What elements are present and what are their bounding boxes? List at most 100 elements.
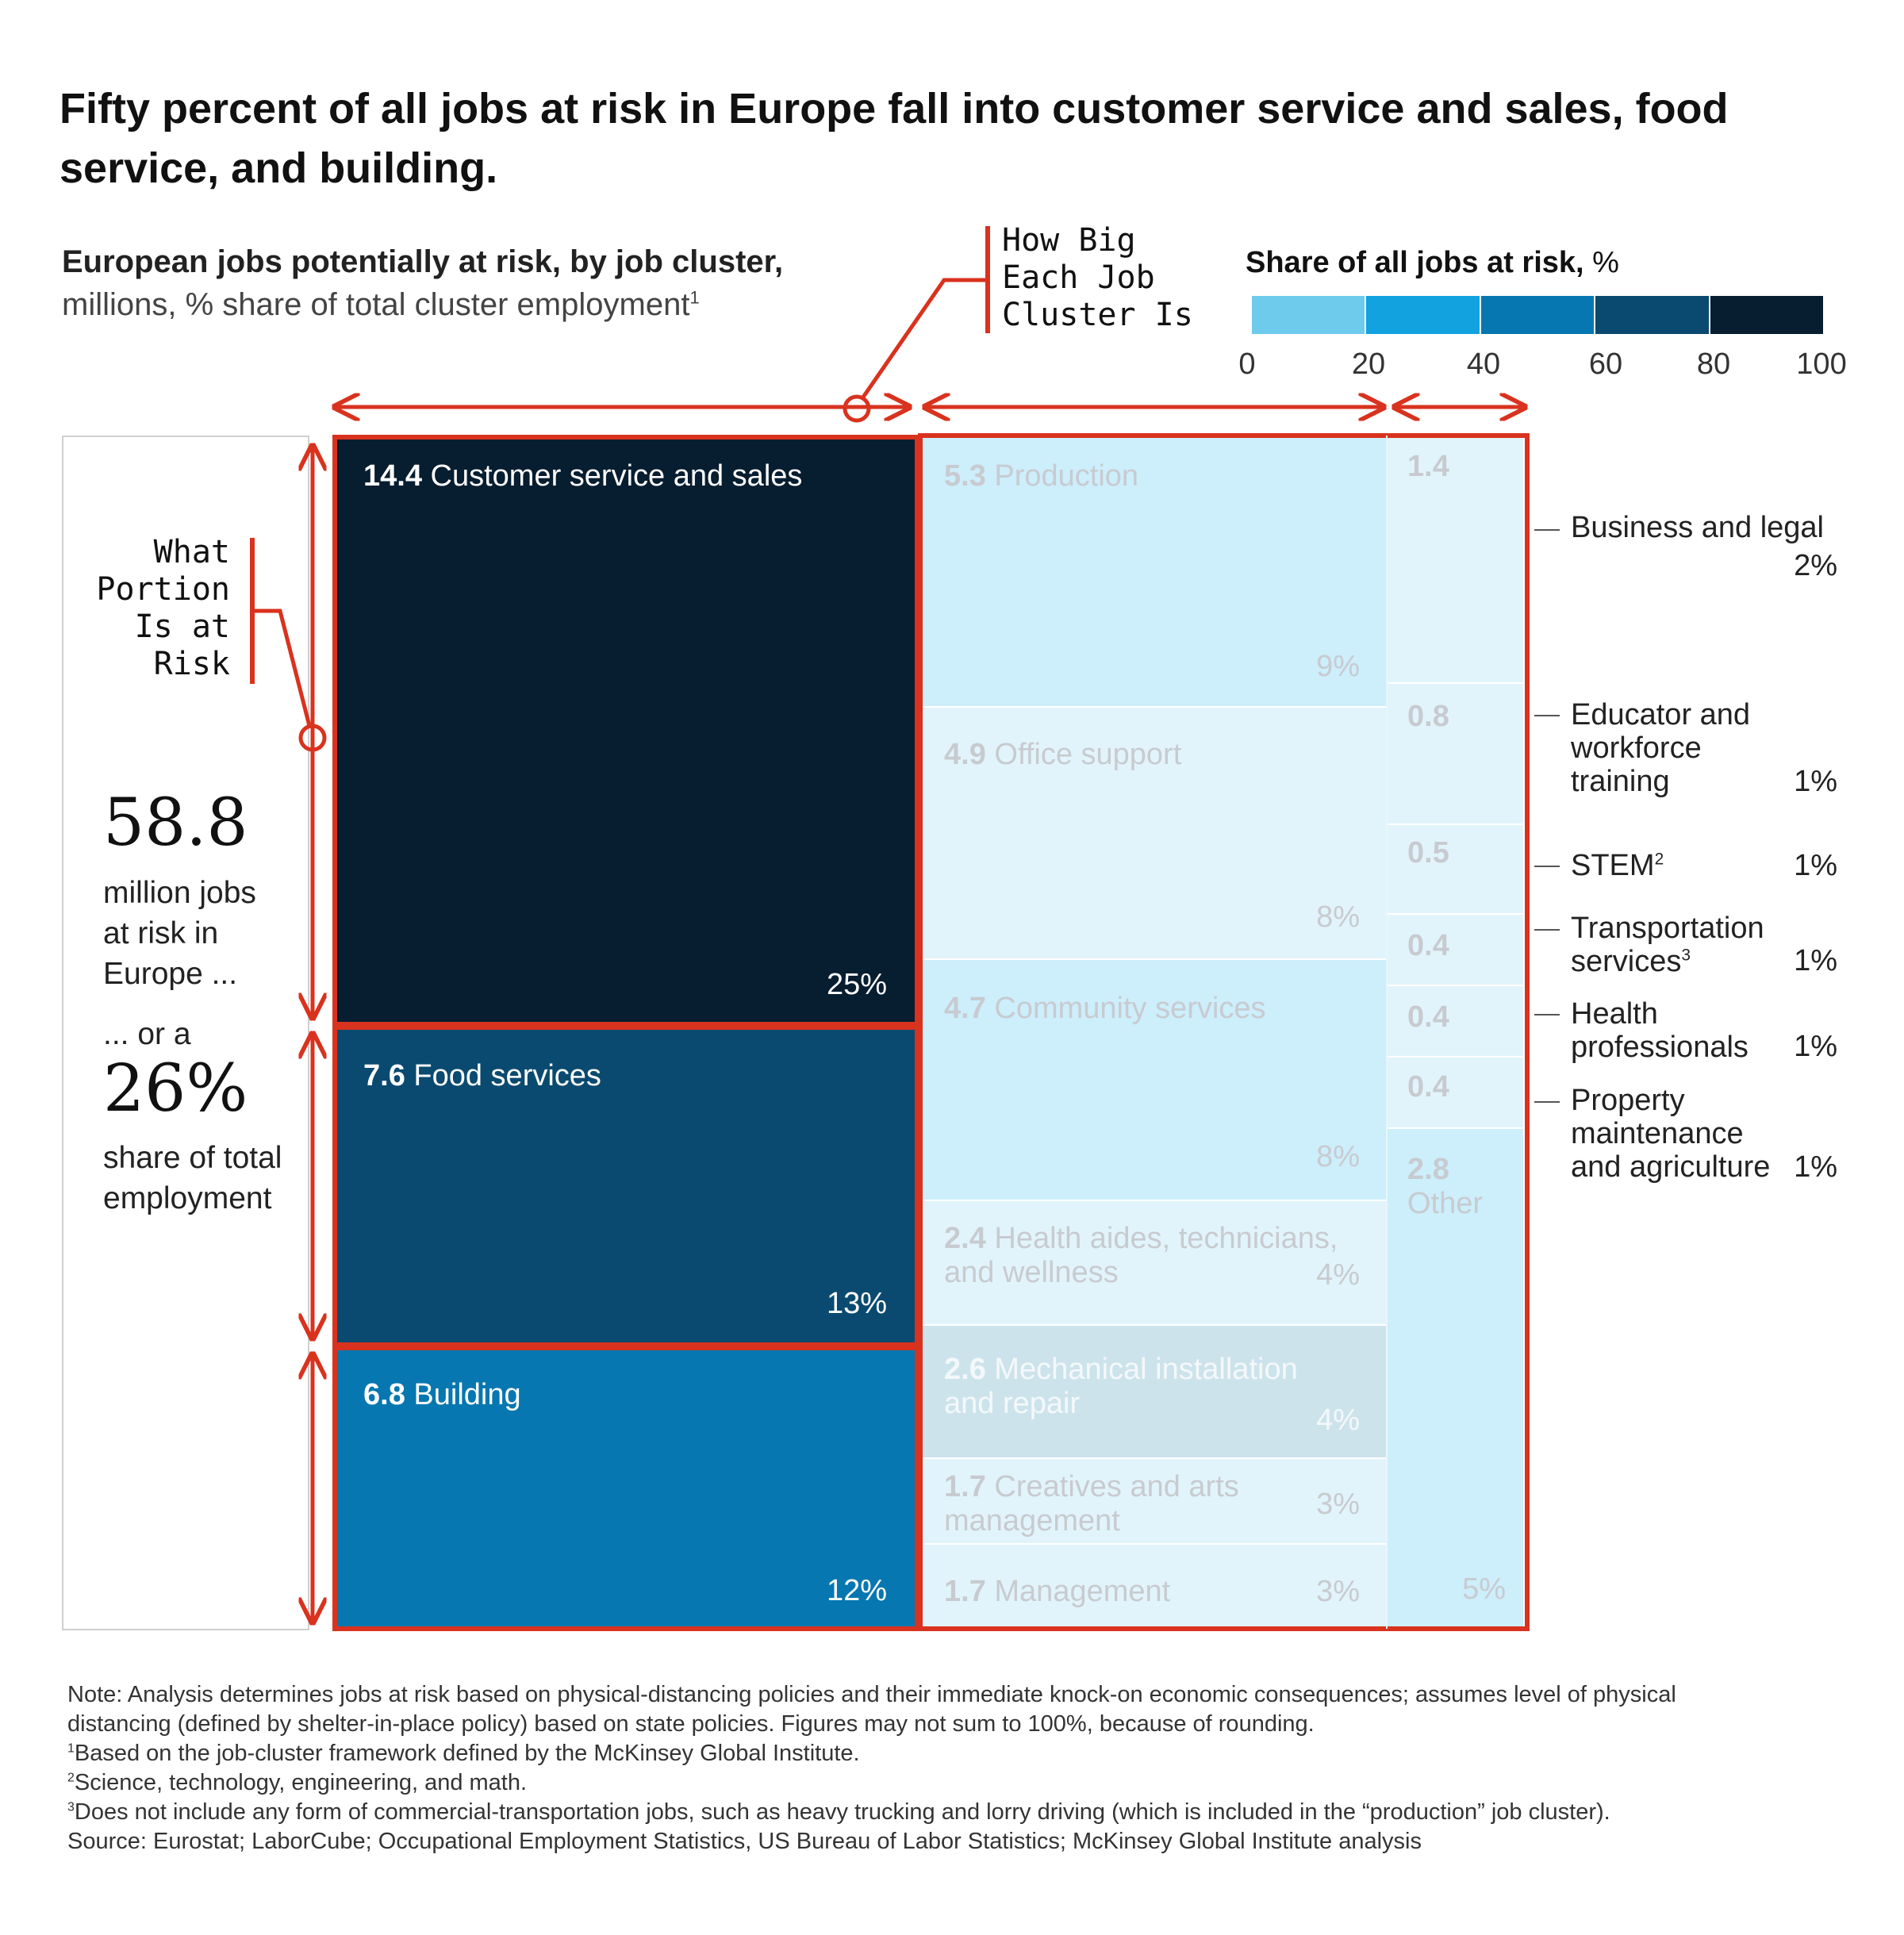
cell-name: Mechanical installation — [994, 1353, 1298, 1386]
legend-tick: 20 — [1351, 347, 1386, 381]
cell-share: 13% — [826, 1287, 887, 1320]
cell-label: 7.6 Food services — [363, 1059, 601, 1093]
summary-line: at risk in — [103, 916, 219, 950]
annotation-line: What — [153, 534, 230, 570]
treemap-cell-customer-service: 14.4 Customer service and sales 25% — [333, 436, 919, 1026]
chart-subtitle-units: millions, % share of total cluster emplo… — [62, 287, 700, 323]
cell-value: 4.7 — [944, 992, 986, 1025]
side-label-business-legal: Business and legal — [1571, 511, 1841, 544]
footnote-ref: 3 — [1681, 946, 1691, 965]
cell-name: Community services — [994, 992, 1266, 1025]
annotation-marker — [298, 724, 327, 752]
legend-tick: 80 — [1696, 347, 1731, 381]
cell-name: Building — [413, 1378, 521, 1411]
cell-value: 2.6 — [944, 1353, 986, 1386]
highlight-frame — [332, 1346, 919, 1631]
treemap-cell-production: 5.3 Production 9% — [919, 436, 1387, 708]
side-label-line: training — [1571, 765, 1670, 798]
cell-label: 5.3 Production — [944, 459, 1138, 493]
cell-share: 4% — [1316, 1258, 1360, 1292]
treemap-cell-management: 1.7 Management 3% — [919, 1545, 1387, 1630]
side-label-pct: 2% — [1794, 549, 1837, 582]
side-label-transportation: Transportation services3 — [1571, 912, 1793, 978]
footnote-line: distancing (defined by shelter-in-place … — [67, 1711, 1315, 1737]
highlight-frame — [332, 1025, 919, 1347]
treemap-cell-community-services: 4.7 Community services 8% — [919, 960, 1387, 1201]
side-label-line: Business and legal — [1571, 511, 1824, 544]
cell-share: 25% — [826, 968, 887, 1001]
footnote-line: Note: Analysis determines jobs at risk b… — [67, 1682, 1676, 1707]
cell-value: 4.9 — [944, 738, 986, 771]
cell-label: 0.5 — [1407, 836, 1449, 870]
treemap-cell-building: 6.8 Building 12% — [333, 1346, 919, 1630]
cell-value: 14.4 — [363, 459, 422, 493]
cell-label: 2.6 Mechanical installation and repair — [944, 1353, 1298, 1421]
cell-share: 8% — [1316, 900, 1360, 934]
share-of-employment: 26% — [103, 1051, 248, 1127]
treemap-cell-health-aides: 2.4 Health aides, technicians, and wellne… — [919, 1201, 1387, 1326]
legend-swatch — [1480, 296, 1596, 334]
cell-value: 5.3 — [944, 459, 986, 493]
annotation-leader — [252, 609, 312, 727]
cell-label: 1.4 — [1407, 450, 1449, 484]
cell-value: 6.8 — [363, 1378, 405, 1411]
legend-swatch — [1710, 296, 1824, 334]
legend-tick: 60 — [1588, 347, 1623, 381]
side-label-line: Transportation — [1571, 912, 1764, 945]
footnote-note: Note: Analysis determines jobs at risk b… — [67, 1680, 1868, 1856]
footnote-ref: 1 — [689, 287, 700, 308]
treemap-cell-transportation: 0.4 — [1387, 915, 1523, 986]
highlight-frame — [918, 433, 1530, 1631]
cell-name: Management — [994, 1575, 1171, 1608]
side-label-line: Property — [1571, 1084, 1685, 1117]
cell-value: 0.4 — [1407, 929, 1449, 962]
cell-share: 3% — [1316, 1488, 1360, 1521]
side-label-line: Educator and — [1571, 698, 1751, 731]
annotation-line: Portion — [96, 571, 230, 608]
annotation-how-big: How Big Each Job Cluster Is — [1002, 222, 1193, 334]
legend-swatch — [1252, 296, 1367, 334]
footnote-line: Does not include any form of commercial-… — [74, 1799, 1610, 1825]
side-label-property-maintenance: Property maintenance and agriculture — [1571, 1084, 1793, 1184]
legend-tick: 0 — [1238, 347, 1256, 381]
treemap-cell-business-legal: 1.4 — [1387, 436, 1523, 684]
cell-share: 4% — [1316, 1403, 1360, 1437]
cell-value: 0.4 — [1407, 1070, 1449, 1104]
total-jobs-label: million jobs at risk in Europe ... — [103, 873, 256, 994]
share-of-employment-label: share of total employment — [103, 1138, 282, 1219]
cell-value: 0.8 — [1407, 700, 1449, 733]
treemap-cell-property-maintenance: 0.4 — [1387, 1058, 1523, 1129]
cell-label: 6.8 Building — [363, 1378, 521, 1412]
cell-name: Office support — [994, 738, 1182, 771]
cell-value: 1.4 — [1407, 450, 1449, 483]
cell-share: 8% — [1316, 1140, 1360, 1173]
cell-name: Health aides, technicians, — [994, 1222, 1338, 1255]
treemap-cell-mechanical-installation: 2.6 Mechanical installation and repair 4% — [919, 1326, 1387, 1459]
cell-name: and wellness — [944, 1256, 1119, 1289]
cell-share: 5% — [1462, 1572, 1506, 1606]
summary-line: Europe ... — [103, 957, 238, 991]
legend-tick: 100 — [1796, 347, 1847, 381]
summary-line: share of total — [103, 1141, 282, 1175]
annotation-line: Each Job — [1002, 259, 1155, 296]
cell-label: 1.7 Management — [944, 1575, 1170, 1609]
cell-name: and repair — [944, 1387, 1081, 1420]
cell-name: Creatives and arts — [994, 1470, 1239, 1503]
cell-name: Production — [994, 459, 1139, 493]
side-label-pct: 1% — [1794, 849, 1837, 882]
footnote-ref: 2 — [1654, 850, 1664, 869]
annotation-line: Risk — [153, 646, 230, 682]
side-label-line: STEM — [1571, 849, 1655, 882]
cell-label: 2.8 Other — [1407, 1153, 1483, 1221]
summary-line: employment — [103, 1181, 272, 1215]
side-label-line: workforce — [1571, 731, 1702, 765]
footnote-line: Science, technology, engineering, and ma… — [74, 1770, 528, 1795]
side-label-pct: 1% — [1794, 944, 1837, 977]
treemap-cell-creatives-arts: 1.7 Creatives and arts management 3% — [919, 1459, 1387, 1545]
source-line: Source: Eurostat; LaborCube; Occupationa… — [67, 1829, 1422, 1854]
treemap-cell-educator: 0.8 — [1387, 684, 1523, 825]
total-jobs-at-risk: 58.8 — [103, 785, 248, 861]
side-label-pct: 1% — [1794, 1030, 1837, 1063]
side-label-line: services — [1571, 945, 1682, 978]
